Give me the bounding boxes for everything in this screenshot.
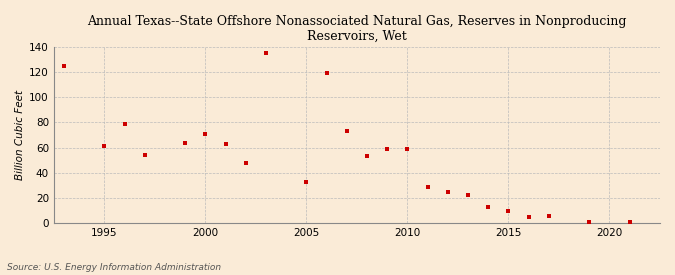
Point	[503, 208, 514, 213]
Point	[200, 131, 211, 136]
Point	[240, 161, 251, 165]
Point	[342, 129, 352, 133]
Point	[99, 144, 110, 148]
Point	[483, 205, 493, 209]
Point	[523, 215, 534, 219]
Point	[220, 142, 231, 146]
Point	[261, 51, 271, 56]
Point	[382, 147, 393, 151]
Point	[362, 154, 373, 159]
Point	[402, 147, 413, 151]
Title: Annual Texas--State Offshore Nonassociated Natural Gas, Reserves in Nonproducing: Annual Texas--State Offshore Nonassociat…	[87, 15, 626, 43]
Point	[584, 220, 595, 224]
Y-axis label: Billion Cubic Feet: Billion Cubic Feet	[15, 90, 25, 180]
Point	[301, 179, 312, 184]
Point	[543, 213, 554, 218]
Point	[139, 153, 150, 157]
Point	[180, 141, 190, 145]
Point	[442, 189, 453, 194]
Text: Source: U.S. Energy Information Administration: Source: U.S. Energy Information Administ…	[7, 263, 221, 272]
Point	[321, 71, 332, 76]
Point	[59, 64, 70, 68]
Point	[624, 220, 635, 224]
Point	[462, 193, 473, 198]
Point	[423, 185, 433, 189]
Point	[119, 122, 130, 126]
